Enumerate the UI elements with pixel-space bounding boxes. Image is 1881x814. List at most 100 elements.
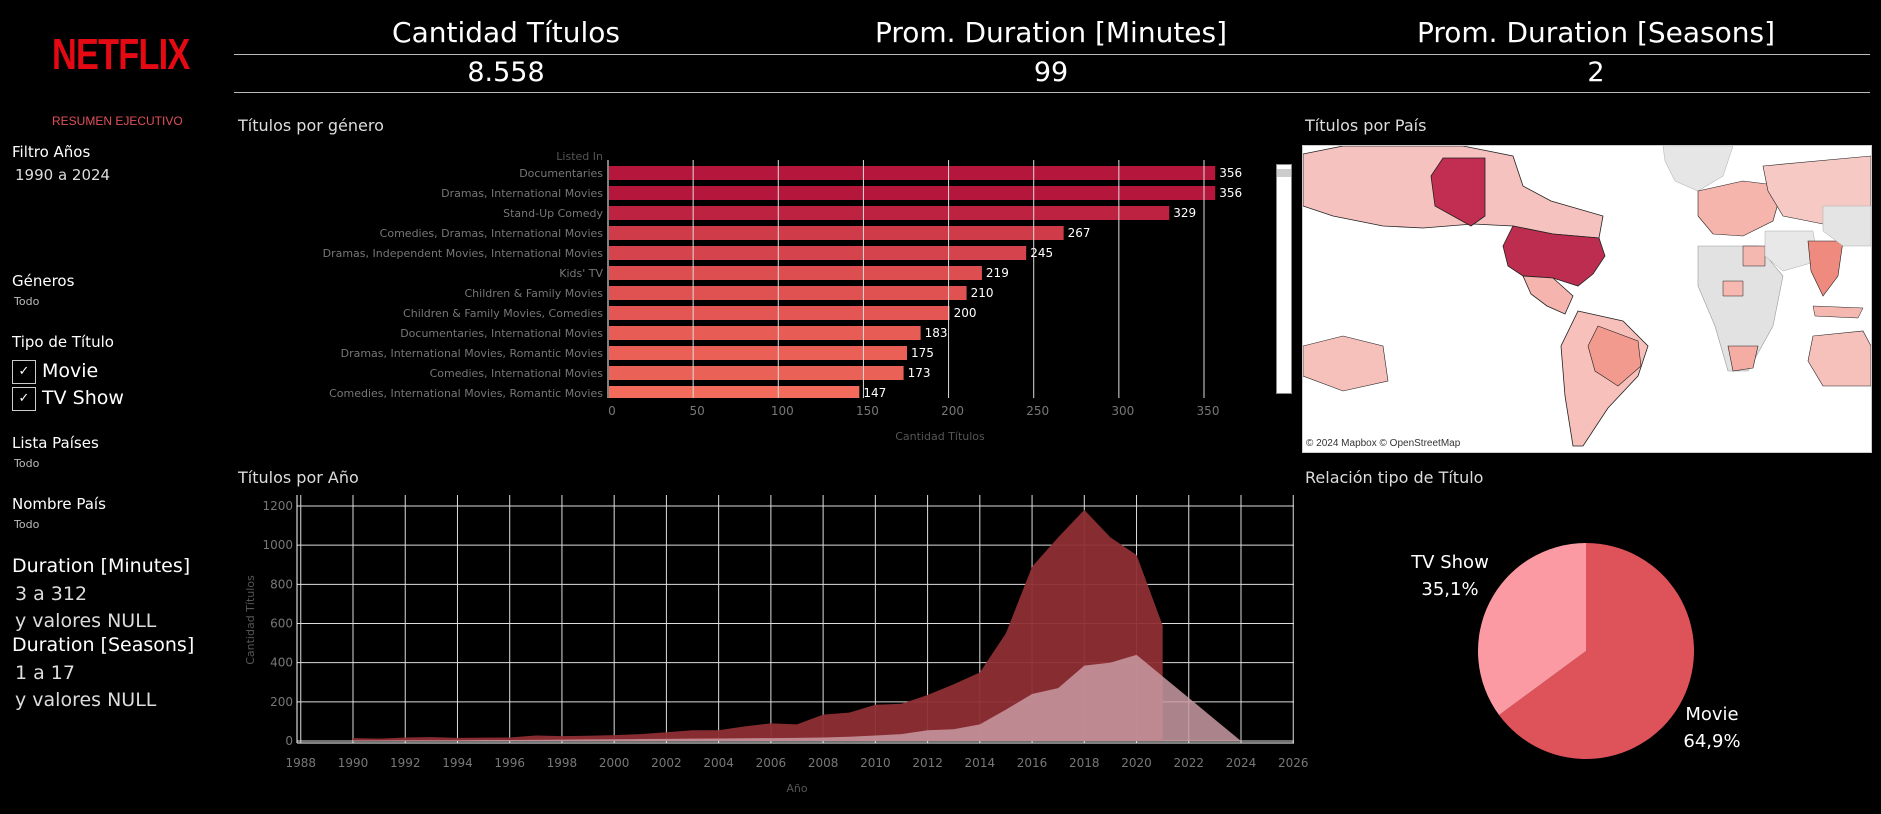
area-x-tick-label: 2022 — [1173, 756, 1204, 770]
area-x-tick-label: 1992 — [390, 756, 421, 770]
map-greenland — [1662, 146, 1734, 192]
genre-bar — [609, 286, 967, 300]
area-series-tv-show — [353, 654, 1241, 741]
area-x-tick-label: 2020 — [1121, 756, 1152, 770]
genre-bar — [609, 346, 907, 360]
area-x-tick-label: 2012 — [912, 756, 943, 770]
pie-label-percent: 35,1% — [1421, 579, 1478, 600]
genre-category-label: Dramas, Independent Movies, Internationa… — [323, 247, 604, 260]
map-south-africa — [1727, 345, 1759, 372]
genre-value-label: 329 — [1173, 206, 1196, 220]
genre-bar — [609, 366, 904, 380]
area-x-tick-label: 2024 — [1226, 756, 1257, 770]
relacion-section-title: Relación tipo de Título — [1305, 468, 1484, 487]
nombre-pais-dropdown[interactable]: Todo — [14, 518, 40, 531]
genre-bar — [609, 226, 1064, 240]
genre-value-label: 356 — [1219, 166, 1242, 180]
netflix-logo: NETFLIX — [52, 30, 190, 79]
tvshow-checkbox[interactable]: ✓ — [12, 387, 36, 411]
bar-x-tick-label: 0 — [608, 404, 616, 418]
area-x-tick-label: 2026 — [1278, 756, 1309, 770]
genre-value-label: 267 — [1068, 226, 1091, 240]
lista-paises-dropdown[interactable]: Todo — [14, 457, 40, 470]
genre-value-label: 147 — [863, 386, 886, 400]
pie-label-name: TV Show — [1410, 552, 1489, 573]
genre-value-label: 219 — [986, 266, 1009, 280]
duration-seasons-range[interactable]: 1 a 17 — [15, 662, 75, 684]
generos-dropdown[interactable]: Todo — [14, 295, 40, 308]
bar-x-tick-label: 300 — [1111, 404, 1134, 418]
map-brazil — [1587, 325, 1642, 387]
world-map-shapes — [1303, 146, 1871, 447]
duration-minutes-range[interactable]: 3 a 312 — [15, 583, 88, 605]
scrollbar-thumb[interactable] — [1277, 169, 1291, 177]
pie-slice-tv-show — [1478, 543, 1586, 716]
map-mexico — [1522, 275, 1574, 315]
genero-section-title: Títulos por género — [238, 116, 384, 135]
bar-x-tick-label: 50 — [690, 404, 705, 418]
kpi-cantidad-title: Cantidad Títulos — [392, 16, 620, 49]
bar-group: Documentaries 356 Dramas, International Mo… — [323, 166, 1242, 400]
map-oceania-west — [1303, 335, 1389, 392]
map-alaska — [1430, 157, 1486, 227]
country-map[interactable]: © 2024 Mapbox © OpenStreetMap — [1302, 145, 1872, 453]
area-y-tick-label: 0 — [285, 734, 293, 748]
duration-minutes-label: Duration [Minutes] — [12, 555, 191, 577]
area-y-tick-label: 200 — [270, 695, 293, 709]
genre-value-label: 210 — [971, 286, 994, 300]
movie-option-label[interactable]: Movie — [42, 360, 99, 382]
area-x-tick-label: 1988 — [285, 756, 316, 770]
bar-x-tick-label: 100 — [771, 404, 794, 418]
resumen-ejecutivo-link[interactable]: RESUMEN EJECUTIVO — [52, 114, 183, 128]
generos-label: Géneros — [12, 272, 75, 290]
area-x-tick-label: 1994 — [442, 756, 473, 770]
duration-seasons-null: y valores NULL — [15, 689, 157, 711]
bar-x-tick-label: 150 — [856, 404, 879, 418]
kpi-minutes-value: 99 — [1033, 57, 1069, 88]
genre-category-label: Children & Family Movies, Comedies — [403, 307, 603, 320]
kpi-minutes-title: Prom. Duration [Minutes] — [874, 16, 1228, 49]
duration-minutes-null: y valores NULL — [15, 610, 157, 632]
area-y-tick-label: 800 — [270, 577, 293, 591]
area-x-tick-label: 2006 — [756, 756, 787, 770]
area-x-tick-label: 1990 — [338, 756, 369, 770]
genre-bar — [609, 266, 982, 280]
genre-bar — [609, 326, 921, 340]
genre-chart-scrollbar[interactable] — [1276, 164, 1292, 394]
area-x-tick-label: 2008 — [808, 756, 839, 770]
movie-checkbox[interactable]: ✓ — [12, 360, 36, 384]
genre-bar — [609, 186, 1216, 200]
filtro-anos-value[interactable]: 1990 a 2024 — [15, 166, 111, 184]
area-x-tick-label: 2002 — [651, 756, 682, 770]
genre-value-label: 200 — [954, 306, 977, 320]
map-china — [1822, 205, 1871, 247]
genre-category-label: Comedies, Dramas, International Movies — [380, 227, 604, 240]
genre-value-label: 173 — [908, 366, 931, 380]
bar-x-tick-label: 200 — [941, 404, 964, 418]
map-australia — [1807, 330, 1871, 387]
duration-seasons-label: Duration [Seasons] — [12, 634, 195, 656]
map-usa — [1502, 225, 1606, 287]
pie-label-name: Movie — [1685, 704, 1738, 725]
genre-category-label: Documentaries, International Movies — [400, 327, 603, 340]
area-y-axis-label: Cantidad Títulos — [244, 575, 257, 665]
kpi-divider-top — [234, 54, 1870, 55]
genre-category-label: Comedies, International Movies, Romantic… — [329, 387, 603, 400]
map-egypt — [1742, 245, 1766, 267]
genre-category-label: Stand-Up Comedy — [503, 207, 603, 220]
genre-bar — [609, 306, 950, 320]
bar-x-axis-label: Cantidad Títulos — [895, 430, 985, 443]
genre-value-label: 245 — [1030, 246, 1053, 260]
map-india — [1807, 240, 1844, 297]
map-middle-east — [1764, 230, 1819, 272]
genre-category-label: Kids' TV — [559, 267, 603, 280]
genre-category-label: Children & Family Movies — [464, 287, 603, 300]
area-x-tick-label: 1998 — [547, 756, 578, 770]
area-x-tick-label: 2010 — [860, 756, 891, 770]
area-x-tick-label: 1996 — [494, 756, 525, 770]
tvshow-option-label[interactable]: TV Show — [42, 387, 124, 409]
bar-x-tick-label: 350 — [1197, 404, 1220, 418]
genre-category-label: Dramas, International Movies — [441, 187, 603, 200]
lista-paises-label: Lista Países — [12, 434, 99, 452]
map-attribution[interactable]: © 2024 Mapbox © OpenStreetMap — [1306, 438, 1461, 449]
